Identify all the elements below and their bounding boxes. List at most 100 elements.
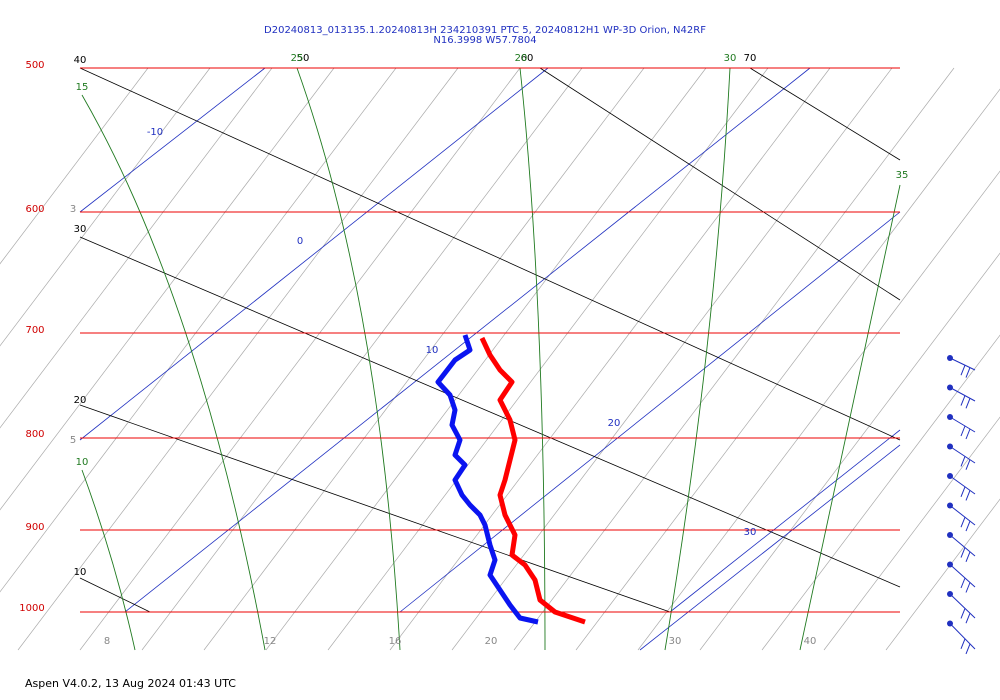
moist-adiabat-line: [519, 67, 546, 651]
temperature-label: 30: [669, 636, 682, 647]
dry-adiabat-line: [749, 67, 901, 161]
isotherm-label: 30: [744, 527, 757, 538]
dry-adiabat-label: 70: [744, 53, 757, 64]
wind-barb-feather: [965, 643, 971, 655]
isotherm-line: [669, 429, 901, 613]
wind-barb-feather: [960, 517, 966, 528]
wind-barb-staff: [949, 534, 976, 557]
mixing-ratio-line: [0, 67, 149, 265]
pressure-label: 900: [25, 522, 44, 533]
moist-adiabat-label: 30: [724, 53, 737, 64]
mixing-ratio-line: [0, 67, 211, 347]
mixing-ratio-line: [141, 67, 583, 651]
moist-adiabat-line: [296, 67, 401, 651]
wind-barb-staff: [949, 564, 976, 588]
wind-barb-staff: [949, 505, 976, 526]
mixing-ratio-line: [203, 67, 645, 651]
wind-barb-feather: [965, 551, 971, 562]
dry-adiabat-line: [79, 404, 671, 613]
wind-barb-staff: [949, 387, 976, 402]
isotherm-label: 0: [297, 236, 303, 247]
mixing-ratio-line: [575, 88, 1000, 651]
wind-barb-feather: [960, 638, 966, 649]
wind-barb-staff: [949, 416, 976, 433]
temperature-label: 40: [804, 636, 817, 647]
moist-adiabat-line: [81, 94, 266, 651]
wind-barb-staff: [949, 593, 976, 619]
mixing-ratio-line: [0, 67, 397, 593]
mixing-ratio-line: [513, 67, 955, 651]
moist-adiabat-line: [81, 469, 136, 651]
moist-adiabat-label: 10: [76, 457, 89, 468]
mixing-ratio-line: [265, 67, 707, 651]
wind-barb-feather: [960, 577, 966, 589]
moist-adiabat-label: 35: [896, 170, 909, 181]
dry-adiabat-label: 60: [521, 53, 534, 64]
isotherm-label: 10: [426, 345, 439, 356]
wind-barb-feather: [965, 428, 971, 440]
isotherm-line: [79, 67, 266, 213]
mixing-ratio-line: [699, 252, 1000, 651]
dry-adiabat-line: [79, 67, 901, 441]
wind-barb-feather: [965, 459, 971, 470]
wind-barb-feather: [960, 365, 966, 376]
temperature-label: 12: [264, 636, 277, 647]
title: D20240813_013135.1.20240813H 234210391 P…: [264, 25, 706, 36]
mixing-ratio-line: [451, 67, 893, 651]
moist-adiabat-line: [664, 67, 731, 651]
moist-adiabat-line: [799, 184, 901, 651]
moist-adiabat-label: 15: [76, 82, 89, 93]
mixing-ratio-line: [0, 67, 273, 429]
wind-barb-feather: [965, 398, 971, 409]
dry-adiabat-line: [539, 67, 901, 301]
isotherm-line: [79, 67, 549, 441]
isotherm-line: [639, 444, 901, 651]
wind-barb-feather: [960, 547, 966, 558]
mixing-ratio-line: [79, 67, 521, 651]
temperature-label: 8: [104, 636, 110, 647]
dry-adiabat-label: 20: [74, 395, 87, 406]
mixing-ratio-line: [389, 67, 831, 651]
wind-barb-feather: [965, 520, 971, 532]
wind-barb-feather: [960, 425, 966, 437]
dry-adiabat-line: [79, 236, 901, 588]
wind-barb-feather: [960, 486, 966, 497]
pressure-label: 600: [25, 204, 44, 215]
isotherm-label: 20: [608, 418, 621, 429]
dewpoint-trace: [435, 334, 539, 625]
temperature-label: 20: [485, 636, 498, 647]
wind-barb-feather: [960, 608, 966, 619]
dry-adiabat-label: 30: [74, 224, 87, 235]
pressure-label: 500: [25, 60, 44, 71]
isotherm-label: -10: [147, 127, 163, 138]
wind-barb-feather: [960, 456, 966, 467]
wind-barb-feather: [965, 367, 971, 378]
dry-adiabat-label: 50: [297, 53, 310, 64]
mixing-ratio-label: 3: [70, 204, 76, 215]
mixing-ratio-line: [17, 67, 459, 651]
mixing-ratio-label: 5: [70, 435, 76, 446]
wind-barb-staff: [949, 475, 976, 495]
temperature-label: 16: [389, 636, 402, 647]
footer: Aspen V4.0.2, 13 Aug 2024 01:43 UTC: [25, 677, 236, 690]
mixing-ratio-line: [761, 334, 1000, 651]
wind-barb-feather: [965, 582, 971, 593]
pressure-label: 800: [25, 429, 44, 440]
temperature-trace: [479, 336, 586, 625]
moist-adiabat-label: 25: [291, 53, 304, 64]
mixing-ratio-line: [823, 416, 1000, 651]
wind-barb-feather: [965, 490, 971, 501]
moist-adiabat-label: 20: [515, 53, 528, 64]
wind-barb-staff: [949, 446, 976, 464]
dry-adiabat-line: [79, 577, 151, 613]
wind-barb-staff: [949, 623, 976, 650]
subtitle: N16.3998 W57.7804: [433, 35, 536, 46]
dry-adiabat-label: 10: [74, 567, 87, 578]
mixing-ratio-line: [327, 67, 769, 651]
mixing-ratio-line: [885, 498, 1000, 651]
pressure-label: 700: [25, 325, 44, 336]
pressure-label: 1000: [19, 603, 44, 614]
wind-barb-feather: [965, 613, 971, 624]
